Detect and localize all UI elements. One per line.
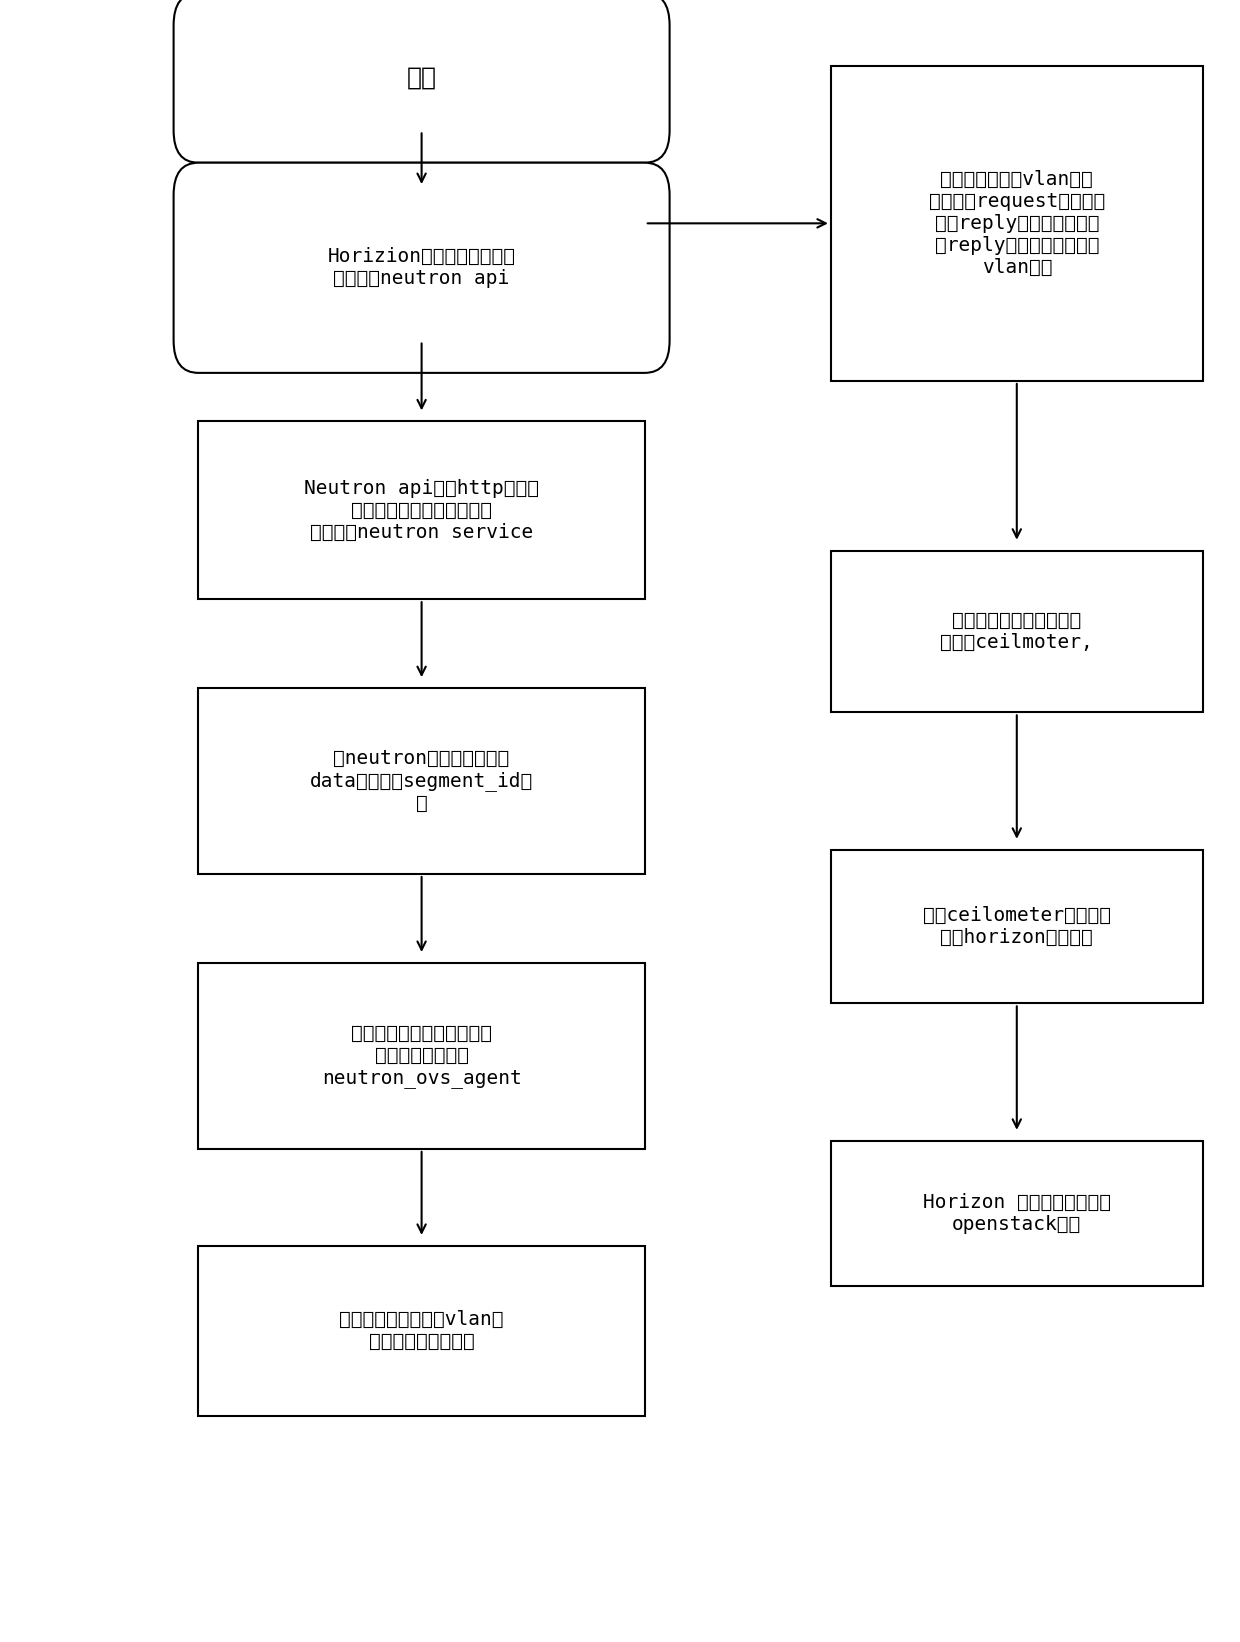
FancyBboxPatch shape [174,163,670,373]
Text: 将该连接数据发送给高可
靠模块ceilmoter,: 将该连接数据发送给高可 靠模块ceilmoter, [940,611,1094,652]
Text: 虚拟交换机根据vlan范围
依次发送request报文，并
收到reply报文，根据收到
的reply报文获取可连通的
vlan范围: 虚拟交换机根据vlan范围 依次发送request报文，并 收到reply报文，… [929,169,1105,277]
FancyBboxPatch shape [198,1246,645,1415]
FancyBboxPatch shape [198,962,645,1149]
FancyBboxPatch shape [198,688,645,874]
Text: Horizion收到检测指令将消
息发送给neutron api: Horizion收到检测指令将消 息发送给neutron api [327,248,516,289]
Text: Neutron api通过http接口收
到检测指令之后，将检测指
令发送给neutron service: Neutron api通过http接口收 到检测指令之后，将检测指 令发送给ne… [304,479,539,542]
FancyBboxPatch shape [831,66,1203,381]
FancyBboxPatch shape [831,851,1203,1003]
FancyBboxPatch shape [831,1141,1203,1286]
FancyBboxPatch shape [198,422,645,599]
Text: Horizon 更新数据库回显到
openstack界面: Horizon 更新数据库回显到 openstack界面 [923,1194,1111,1235]
Text: 将该指令以及检测的vlan范
围发送给虚拟交换机: 将该指令以及检测的vlan范 围发送给虚拟交换机 [340,1310,503,1351]
FancyBboxPatch shape [174,0,670,163]
FancyBboxPatch shape [831,550,1203,713]
Text: 从neutron数据库中获取到
data网卡上的segment_id范
围: 从neutron数据库中获取到 data网卡上的segment_id范 围 [310,749,533,813]
Text: 将该数据以及检测指令发送
到一个计算节点的
neutron_ovs_agent: 将该数据以及检测指令发送 到一个计算节点的 neutron_ovs_agent [321,1025,522,1089]
Text: 开始: 开始 [407,66,436,90]
Text: 写入ceilometer数据库发
送到horizon界面回显: 写入ceilometer数据库发 送到horizon界面回显 [923,906,1111,947]
